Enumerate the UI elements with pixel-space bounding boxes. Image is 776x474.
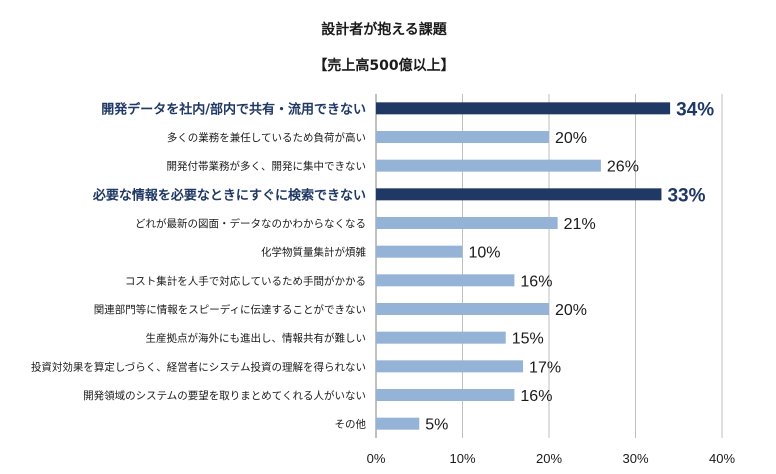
category-label-4: どれが最新の図面・データなのかわからなくなる xyxy=(135,217,366,230)
category-label-7: 関連部門等に情報をスピーディに伝達することができない xyxy=(94,303,366,316)
chart-subtitle: 【売上高500億以上】 xyxy=(313,57,454,74)
bar-10 xyxy=(376,389,515,401)
category-label-0: 開発データを社内/部内で共有・流用できない xyxy=(101,101,366,117)
value-label-6: 16% xyxy=(520,273,552,290)
bar-4 xyxy=(376,217,558,229)
category-labels: 開発データを社内/部内で共有・流用できない多くの業務を兼任しているため負荷が高い… xyxy=(31,101,367,430)
value-label-7: 20% xyxy=(555,302,587,319)
bar-5 xyxy=(376,245,463,258)
bar-3 xyxy=(376,188,662,201)
bar-2 xyxy=(376,159,601,172)
value-label-10: 16% xyxy=(520,388,552,405)
value-label-0: 34% xyxy=(676,99,714,120)
x-tick-label-40: 40% xyxy=(709,451,735,466)
value-label-8: 15% xyxy=(512,331,544,348)
bar-11 xyxy=(376,417,420,430)
x-tick-labels: 0% 10% 20% 30% 40% xyxy=(367,451,736,466)
value-labels: 34%20%26%33%21%10%16%20%15%17%16%5% xyxy=(425,99,714,433)
gridlines xyxy=(375,94,723,438)
value-label-9: 17% xyxy=(529,359,561,376)
category-label-10: 開発領域のシステムの要望を取りまとめてくれる人がいない xyxy=(83,389,366,402)
value-label-4: 21% xyxy=(564,216,596,233)
bars xyxy=(376,102,671,430)
category-label-5: 化学物質量集計が煩雑 xyxy=(261,246,366,259)
x-tick-label-0: 0% xyxy=(367,451,386,466)
bar-8 xyxy=(376,331,506,344)
x-tick-label-10: 10% xyxy=(449,451,475,466)
category-label-1: 多くの業務を兼任しているため負荷が高い xyxy=(167,131,366,144)
category-label-2: 開発付帯業務が多く、開発に集中できない xyxy=(167,160,367,173)
category-label-3: 必要な情報を必要なときにすぐに検索できない xyxy=(92,187,366,203)
value-label-1: 20% xyxy=(555,130,587,147)
value-label-11: 5% xyxy=(425,417,448,434)
category-label-8: 生産拠点が海外にも進出し、情報共有が難しい xyxy=(146,332,367,345)
category-label-6: コスト集計を人手で対応しているため手間がかかる xyxy=(125,274,366,287)
bar-9 xyxy=(376,360,524,373)
value-label-3: 33% xyxy=(667,185,705,206)
value-label-5: 10% xyxy=(469,245,501,262)
x-tick-label-30: 30% xyxy=(622,451,648,466)
bar-0 xyxy=(376,102,671,115)
bar-1 xyxy=(376,131,549,143)
bar-7 xyxy=(376,303,549,315)
chart-title: 設計者が抱える課題 xyxy=(321,21,448,38)
bar-6 xyxy=(376,274,515,287)
x-tick-label-20: 20% xyxy=(536,451,562,466)
category-label-9: 投資対効果を算定しづらく、経営者にシステム投資の理解を得られない xyxy=(31,360,366,373)
value-label-2: 26% xyxy=(607,159,639,176)
category-label-11: その他 xyxy=(335,418,367,431)
